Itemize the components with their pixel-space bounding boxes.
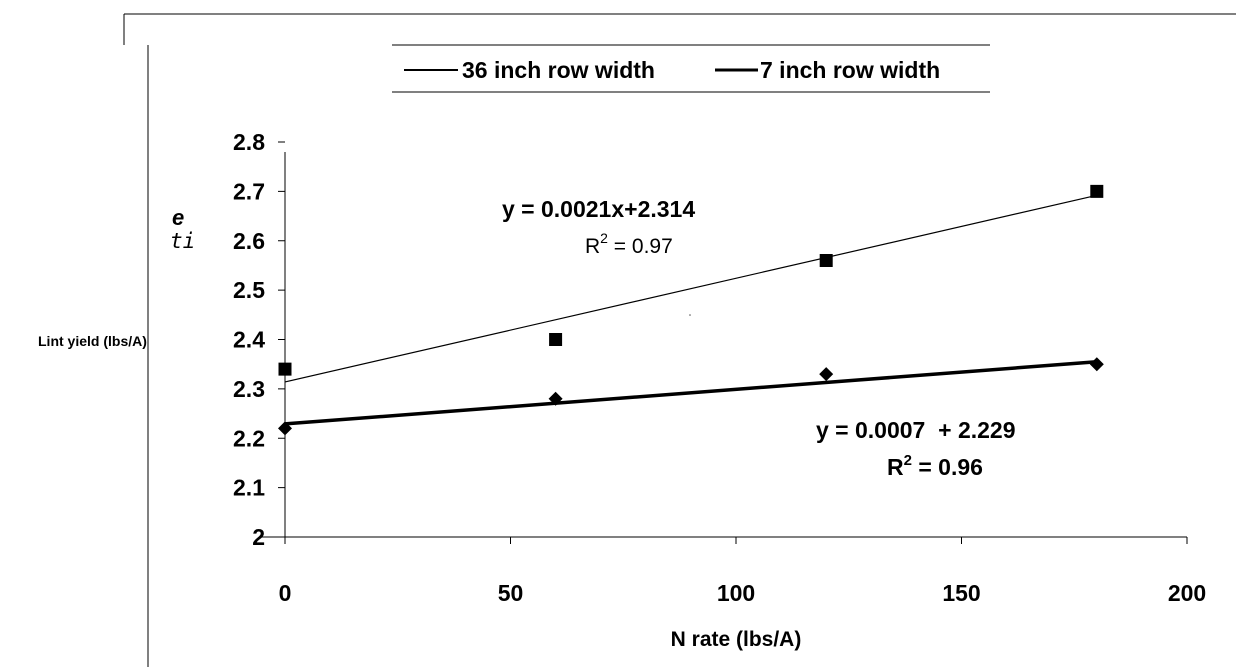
legend-label-36inch: 36 inch row width xyxy=(462,57,655,83)
point-36inch xyxy=(819,254,833,267)
y-tick-label: 2 xyxy=(252,524,265,550)
x-tick-label: 50 xyxy=(498,580,524,606)
r2-36inch: R2 = 0.97 xyxy=(585,230,673,258)
data-markers xyxy=(278,184,1104,436)
r2-36inch-label: R xyxy=(585,235,600,258)
r2-36inch-value: = 0.97 xyxy=(608,235,673,258)
r2-7inch-value: = 0.96 xyxy=(912,454,983,480)
r2-7inch-label: R xyxy=(887,454,904,480)
equation-7inch: y = 0.0007 + 2.229 xyxy=(816,417,1016,443)
x-tick-label: 0 xyxy=(279,580,292,606)
r2-36inch-sup: 2 xyxy=(600,230,608,246)
point-36inch xyxy=(549,333,563,346)
x-tick-label: 200 xyxy=(1168,580,1206,606)
point-7inch xyxy=(278,421,292,436)
y-tick-label: 2.6 xyxy=(233,228,265,254)
y-tick-label: 2.4 xyxy=(233,327,265,353)
trendline-36inch xyxy=(284,194,1097,383)
speck xyxy=(689,314,691,316)
point-7inch xyxy=(1089,357,1104,372)
point-7inch xyxy=(548,391,563,406)
trendlines xyxy=(284,194,1097,426)
y-tick-label: 2.5 xyxy=(233,277,265,303)
x-tick-label: 100 xyxy=(717,580,755,606)
stray-glyph-e: e xyxy=(172,205,184,230)
x-tick-label: 150 xyxy=(942,580,980,606)
equation-36inch: y = 0.0021x+2.314 xyxy=(502,196,695,222)
point-36inch xyxy=(1090,184,1104,198)
y-tick-label: 2.7 xyxy=(233,178,265,204)
y-axis-title: Lint yield (lbs/A) xyxy=(38,333,147,349)
x-axis-ticks: 0 50 100 150 200 xyxy=(279,537,1206,606)
x-axis-title: N rate (lbs/A) xyxy=(671,628,802,651)
trendline-7inch xyxy=(284,359,1097,426)
point-7inch xyxy=(819,367,834,382)
legend-label-7inch: 7 inch row width xyxy=(760,57,940,83)
y-tick-label: 2.1 xyxy=(233,475,265,501)
r2-7inch-sup: 2 xyxy=(904,452,912,469)
stray-glyph-ti: ti xyxy=(170,229,195,253)
r2-7inch: R2 = 0.96 xyxy=(887,452,983,480)
y-axis-ticks: 2 2.1 2.2 2.3 2.4 2.5 2.6 2.7 2.8 xyxy=(233,129,285,550)
point-36inch xyxy=(278,362,292,376)
y-tick-label: 2.2 xyxy=(233,425,265,451)
y-tick-label: 2.3 xyxy=(233,376,265,402)
y-tick-label: 2.8 xyxy=(233,129,265,155)
legend: 36 inch row width 7 inch row width xyxy=(392,44,990,93)
